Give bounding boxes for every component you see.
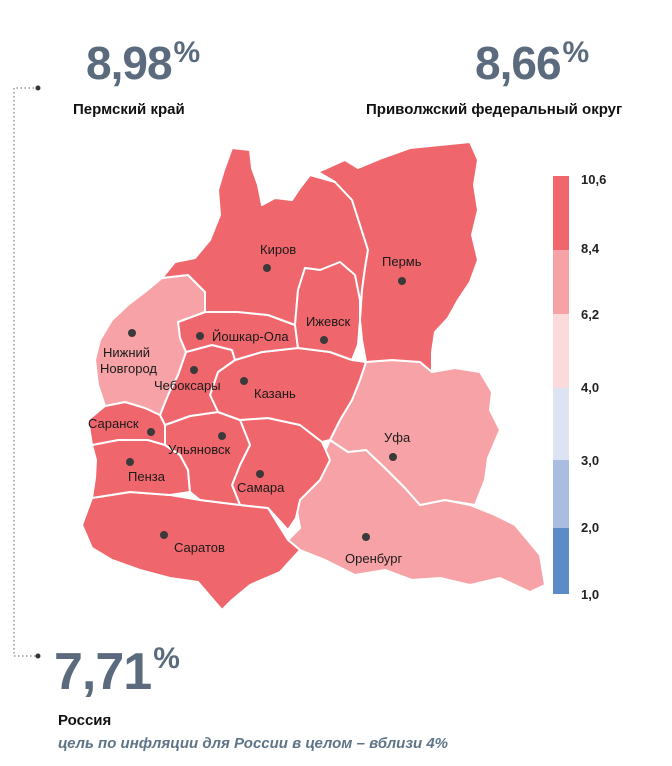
city-label-kazan: Казань bbox=[254, 386, 296, 401]
legend-swatch-2 bbox=[553, 250, 569, 314]
city-label-saransk: Саранск bbox=[88, 416, 139, 431]
city-dot-izhevsk bbox=[320, 336, 328, 344]
city-dot-yoshkar-ola bbox=[196, 332, 204, 340]
city-label-novgorod: Новгород bbox=[100, 361, 157, 376]
legend-swatch-3 bbox=[553, 314, 569, 388]
russia-inflation-value: 7,71% bbox=[54, 643, 180, 701]
perm-inflation-value: 8,98% bbox=[86, 37, 200, 89]
inflation-target-note: цель по инфляции для России в целом – вб… bbox=[58, 735, 449, 752]
city-dot-orenburg bbox=[362, 533, 370, 541]
city-label-ulyanovsk: Ульяновск bbox=[168, 442, 230, 457]
connector-dot-bottom bbox=[35, 653, 41, 659]
russia-value-number: 7,71 bbox=[54, 643, 152, 701]
city-dot-samara bbox=[256, 470, 264, 478]
city-dot-kazan bbox=[240, 377, 248, 385]
russia-label: Россия bbox=[58, 712, 112, 729]
city-dot-nizhny-novgorod bbox=[128, 329, 136, 337]
region-udmurtia[interactable] bbox=[294, 261, 361, 361]
volga-inflation-value: 8,66% bbox=[475, 37, 589, 89]
perm-value-number: 8,98 bbox=[86, 37, 173, 89]
city-label-saratov: Саратов bbox=[174, 540, 225, 555]
legend-tick-6-2: 6,2 bbox=[581, 307, 600, 322]
perm-percent-sign: % bbox=[173, 36, 201, 69]
city-dot-saratov bbox=[160, 531, 168, 539]
volga-label: Приволжский федеральный округ bbox=[366, 101, 623, 118]
city-dot-perm bbox=[398, 277, 406, 285]
city-label-kirov: Киров bbox=[260, 242, 296, 257]
legend-swatch-1 bbox=[553, 176, 569, 250]
city-label-perm: Пермь bbox=[382, 254, 422, 269]
legend-tick-10-6: 10,6 bbox=[581, 172, 607, 187]
volga-value-number: 8,66 bbox=[475, 37, 562, 89]
city-label-nizhny: Нижний bbox=[103, 345, 150, 360]
volga-percent-sign: % bbox=[562, 36, 590, 69]
legend-tick-4-0: 4,0 bbox=[581, 380, 600, 395]
city-dot-saransk bbox=[147, 428, 155, 436]
russia-percent-sign: % bbox=[153, 642, 180, 675]
city-dot-cheboksary bbox=[190, 366, 198, 374]
legend-swatch-5 bbox=[553, 460, 569, 528]
city-dot-ulyanovsk bbox=[218, 432, 226, 440]
perm-label: Пермский край bbox=[73, 101, 185, 118]
city-label-samara: Самара bbox=[237, 480, 285, 495]
connector-bracket bbox=[13, 87, 38, 657]
legend-tick-2-0: 2,0 bbox=[581, 520, 600, 535]
city-label-yoshkar-ola: Йошкар-Ола bbox=[212, 329, 289, 344]
city-dot-kirov bbox=[263, 264, 271, 272]
region-perm[interactable] bbox=[317, 141, 479, 373]
legend-tick-8-4: 8,4 bbox=[581, 241, 600, 256]
connector-dot-top bbox=[35, 85, 41, 91]
city-label-orenburg: Оренбург bbox=[345, 551, 402, 566]
legend-swatch-4 bbox=[553, 388, 569, 460]
city-label-penza: Пенза bbox=[128, 469, 166, 484]
legend-tick-3-0: 3,0 bbox=[581, 453, 600, 468]
city-label-cheboksary: Чебоксары bbox=[154, 378, 221, 393]
city-dot-penza bbox=[126, 458, 134, 466]
city-label-izhevsk: Ижевск bbox=[306, 314, 351, 329]
legend-tick-1-0: 1,0 bbox=[581, 587, 600, 602]
city-label-ufa: Уфа bbox=[384, 430, 411, 445]
city-dot-ufa bbox=[389, 453, 397, 461]
legend-swatch-6 bbox=[553, 528, 569, 594]
region-nizhny-novgorod[interactable] bbox=[94, 274, 206, 416]
